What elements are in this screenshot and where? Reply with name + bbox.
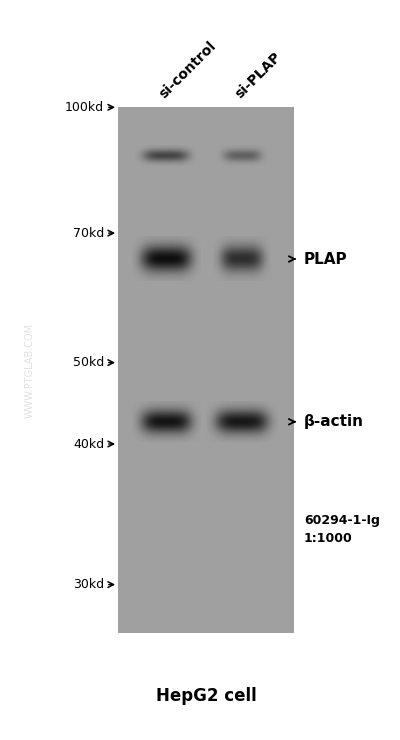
Text: WWW.PTGLAB.COM: WWW.PTGLAB.COM <box>25 323 35 417</box>
Text: si-control: si-control <box>156 39 218 101</box>
Text: si-PLAP: si-PLAP <box>232 50 284 101</box>
Text: HepG2 cell: HepG2 cell <box>156 687 256 704</box>
Bar <box>118 107 294 633</box>
Text: 50kd: 50kd <box>73 356 104 369</box>
Text: PLAP: PLAP <box>304 252 348 266</box>
Text: 30kd: 30kd <box>73 578 104 591</box>
Text: β-actin: β-actin <box>304 414 364 429</box>
Text: 100kd: 100kd <box>65 101 104 114</box>
Text: 40kd: 40kd <box>73 437 104 451</box>
Text: 70kd: 70kd <box>73 226 104 240</box>
Text: 60294-1-Ig
1:1000: 60294-1-Ig 1:1000 <box>304 514 380 545</box>
